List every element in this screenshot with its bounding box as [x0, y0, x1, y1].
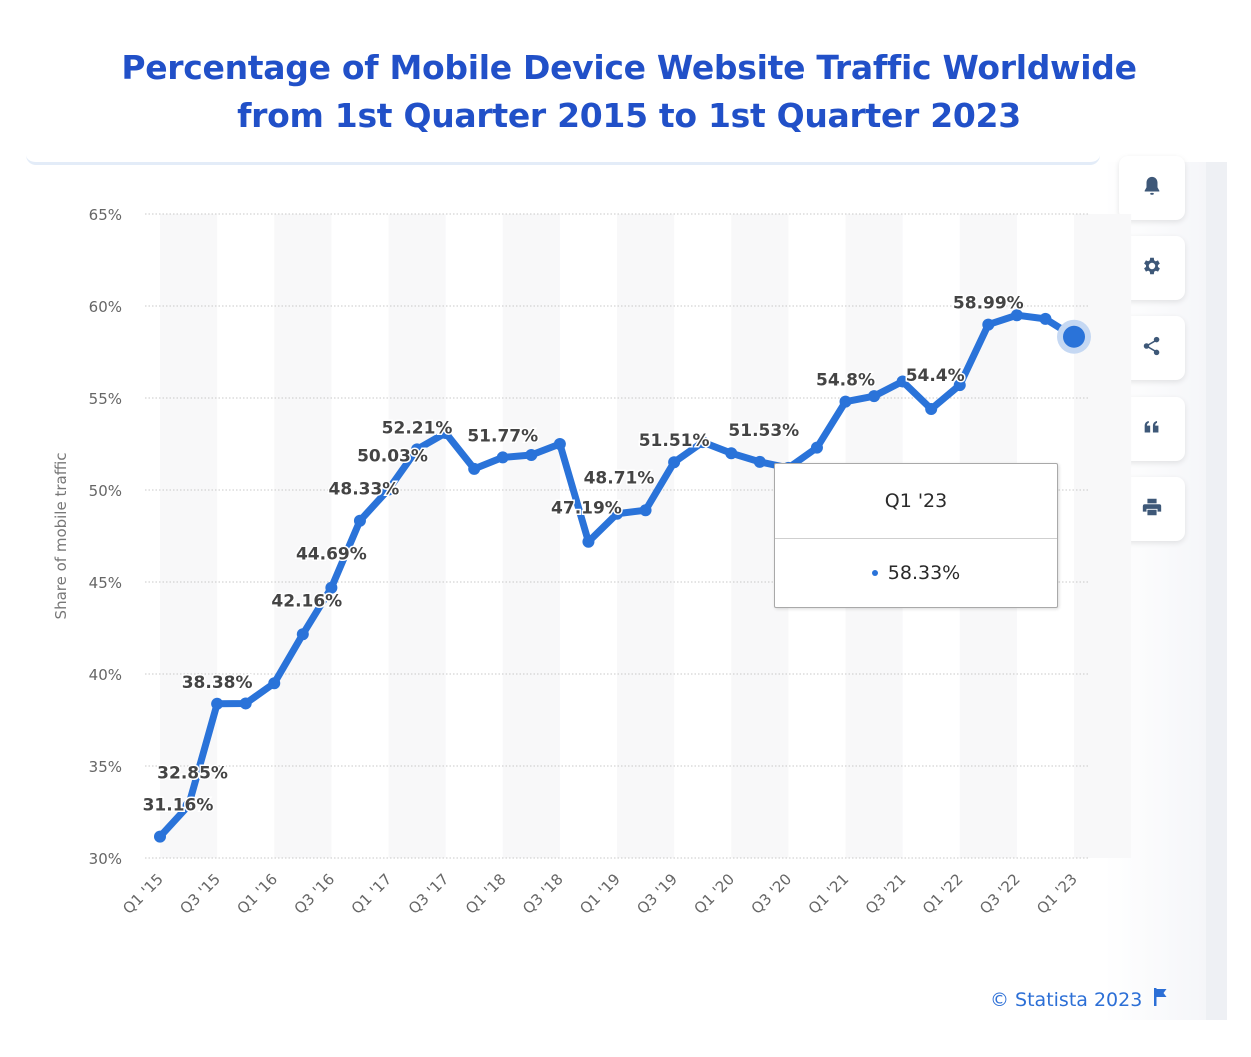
flag-icon[interactable] — [1154, 988, 1168, 1011]
plot-band — [160, 214, 218, 858]
data-label: 48.33% — [329, 480, 400, 500]
x-tick-label: Q3 '17 — [405, 870, 453, 918]
plot-band — [617, 214, 675, 858]
plot-band — [388, 214, 446, 858]
data-point — [496, 451, 509, 464]
data-point — [696, 436, 709, 449]
x-tick-label: Q1 '19 — [576, 870, 624, 918]
data-point — [468, 462, 481, 475]
data-point — [925, 403, 938, 416]
data-point — [810, 441, 823, 454]
data-point — [896, 375, 909, 388]
x-tick-label: Q1 '22 — [919, 870, 967, 918]
x-tick-label: Q3 '16 — [291, 870, 339, 918]
data-label: 51.77% — [467, 426, 538, 446]
chart-title: Percentage of Mobile Device Website Traf… — [0, 44, 1251, 140]
plot-band — [274, 214, 332, 858]
y-tick-label: 40% — [89, 666, 122, 684]
copyright-link[interactable]: © Statista 2023 — [990, 988, 1143, 1011]
header-divider — [26, 140, 1100, 165]
data-point — [668, 456, 681, 469]
chart-tooltip: Q1 '23 58.33% — [774, 463, 1058, 608]
x-tick-label: Q1 '18 — [462, 870, 510, 918]
notification-button[interactable] — [1119, 156, 1185, 220]
data-label: 42.16% — [271, 591, 342, 611]
y-tick-label: 50% — [89, 482, 122, 500]
data-point — [325, 581, 338, 594]
data-label: 52.21% — [382, 418, 453, 438]
quote-icon — [1141, 416, 1163, 442]
chart-title-line-2: from 1st Quarter 2015 to 1st Quarter 202… — [237, 96, 1021, 135]
data-label: 38.38% — [182, 673, 253, 693]
data-point — [611, 507, 623, 520]
x-tick-label: Q1 '20 — [690, 870, 738, 918]
y-axis-title: Share of mobile traffic — [52, 453, 70, 620]
data-label: 51.51% — [639, 431, 710, 451]
x-tick-label: Q3 '15 — [176, 870, 224, 918]
data-point — [1039, 312, 1052, 325]
data-point — [154, 830, 166, 843]
data-point — [353, 514, 366, 527]
data-point — [953, 379, 966, 392]
data-label: 31.16% — [143, 796, 214, 816]
data-point — [868, 390, 881, 403]
chart-title-line-1: Percentage of Mobile Device Website Traf… — [121, 48, 1137, 87]
plot-band — [502, 214, 560, 858]
data-point — [639, 504, 652, 517]
y-tick-label: 30% — [89, 850, 122, 868]
data-point — [211, 697, 224, 710]
share-icon — [1141, 335, 1163, 361]
tooltip-series-marker — [871, 570, 878, 576]
data-label: 58.99% — [953, 294, 1024, 314]
y-tick-label: 55% — [89, 390, 122, 408]
y-tick-label: 35% — [89, 758, 122, 776]
data-point — [1010, 309, 1023, 322]
y-tick-label: 60% — [89, 298, 122, 316]
y-tick-label: 45% — [89, 574, 122, 592]
data-point — [839, 395, 852, 408]
data-point — [525, 449, 538, 462]
data-point — [553, 438, 566, 450]
data-point — [268, 677, 281, 690]
x-tick-label: Q1 '21 — [805, 870, 853, 918]
data-label: 51.53% — [728, 421, 799, 441]
data-label: 44.69% — [296, 545, 367, 565]
tooltip-value: 58.33% — [887, 562, 961, 584]
data-point — [382, 483, 395, 496]
data-point — [582, 535, 595, 548]
data-point — [725, 447, 738, 460]
gear-icon — [1141, 255, 1163, 281]
x-tick-label: Q1 '16 — [233, 870, 281, 918]
printer-icon — [1141, 496, 1163, 522]
data-label: 50.03% — [357, 446, 428, 466]
data-point — [296, 628, 309, 641]
data-label: 32.85% — [157, 764, 228, 784]
scrollbar[interactable] — [1206, 162, 1227, 1020]
data-point — [439, 426, 452, 439]
highlighted-point — [1063, 325, 1085, 348]
data-point — [239, 697, 252, 710]
plot-band — [1074, 214, 1132, 858]
data-point — [182, 799, 195, 812]
x-tick-label: Q1 '17 — [348, 870, 396, 918]
data-point — [982, 318, 995, 331]
bell-icon — [1141, 175, 1163, 201]
data-point — [411, 443, 424, 456]
x-tick-label: Q3 '18 — [519, 870, 567, 918]
statista-footer: © Statista 2023 — [990, 988, 1168, 1011]
x-tick-label: Q1 '15 — [119, 870, 167, 918]
x-tick-label: Q3 '20 — [748, 870, 796, 918]
x-tick-label: Q3 '19 — [633, 870, 681, 918]
x-tick-label: Q3 '21 — [862, 870, 910, 918]
data-label: 47.19% — [551, 499, 622, 519]
x-tick-label: Q1 '23 — [1033, 870, 1081, 918]
data-label: 48.71% — [584, 469, 655, 489]
y-tick-label: 65% — [89, 206, 122, 224]
data-label: 54.4% — [906, 366, 965, 386]
x-tick-label: Q3 '22 — [976, 870, 1024, 918]
tooltip-category: Q1 '23 — [775, 464, 1057, 539]
data-point — [753, 455, 766, 468]
data-label: 54.8% — [816, 371, 875, 391]
